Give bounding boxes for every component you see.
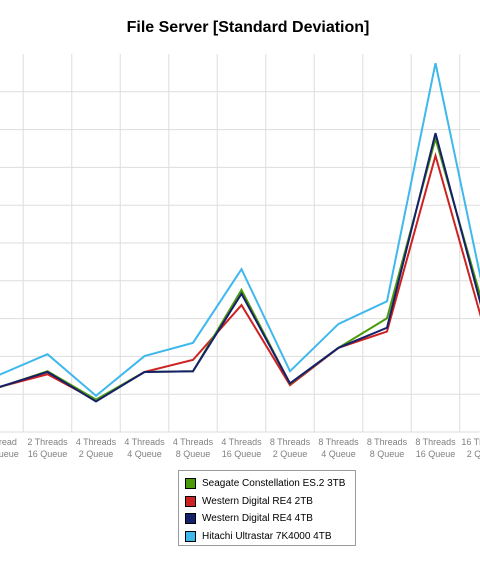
legend-swatch <box>185 495 196 507</box>
series-line <box>0 132 480 403</box>
x-tick-label: 2 Threads 16 Queue <box>27 437 68 459</box>
grid <box>0 54 480 433</box>
x-tick-label: 8 Threads 2 Queue <box>270 437 311 459</box>
x-tick-label: 8 Threads 8 Queue <box>367 437 408 459</box>
legend-item: Western Digital RE4 4TB <box>185 510 355 528</box>
series-line <box>0 62 480 398</box>
legend: Seagate Constellation ES.2 3TB Western Di… <box>178 470 356 546</box>
x-tick-label: 4 Threads 16 Queue <box>221 437 262 459</box>
legend-item: Hitachi Ultrastar 7K4000 4TB <box>185 528 355 546</box>
legend-swatch <box>185 530 196 542</box>
series-lines <box>0 62 480 403</box>
legend-label: Hitachi Ultrastar 7K4000 4TB <box>202 530 332 542</box>
legend-item: Western Digital RE4 2TB <box>185 493 355 511</box>
legend-label: Seagate Constellation ES.2 3TB <box>202 478 346 490</box>
legend-swatch <box>185 513 196 525</box>
x-tick-label: 4 Threads 8 Queue <box>173 437 214 459</box>
legend-item: Seagate Constellation ES.2 3TB <box>185 475 355 493</box>
legend-label: Western Digital RE4 4TB <box>202 513 313 525</box>
series-line <box>0 135 480 401</box>
chart-title: File Server [Standard Deviation] <box>126 19 370 36</box>
x-tick-label: 8 Threads 4 Queue <box>318 437 359 459</box>
x-tick-label: 4 Threads 4 Queue <box>124 437 165 459</box>
legend-swatch <box>185 478 196 490</box>
legend-label: Western Digital RE4 2TB <box>202 495 313 507</box>
x-tick-label: 4 Threads 2 Queue <box>76 437 117 459</box>
x-tick-label: 8 Threads 16 Queue <box>415 437 456 459</box>
x-tick-label: 1 Thread16 Queue <box>0 437 19 459</box>
